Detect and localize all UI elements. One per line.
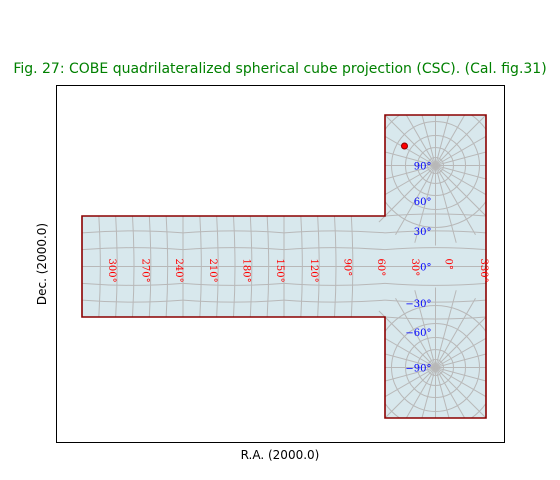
x-axis-label: R.A. (2000.0) — [241, 448, 320, 462]
north-pole-meridian — [378, 165, 436, 223]
south-pole-meridian — [435, 290, 457, 368]
parallel-line — [82, 230, 184, 234]
dec-tick-label: 90° — [414, 162, 432, 173]
cube-faces-outline — [81, 114, 487, 419]
ra-tick-labels: 300° 270° 240° 210° 180° 150° 120° 90° 60° 30° 0° 3… — [106, 259, 489, 283]
south-pole-meridian — [435, 310, 486, 368]
ra-tick-label: 180° — [241, 259, 252, 283]
ra-tick-label: 330° — [478, 259, 489, 283]
parallel-line — [182, 247, 285, 251]
south-pole-meridian — [395, 297, 436, 368]
ra-tick-label: 30° — [409, 259, 420, 277]
parallel-line — [384, 282, 486, 286]
south-pole-meridian — [435, 367, 457, 418]
dec-tick-label: 30° — [414, 227, 432, 238]
north-pole-meridian — [435, 115, 457, 166]
north-pole-meridian — [435, 115, 476, 166]
dec-tick-labels: 90°60°30°0°−30°−60°−90° — [405, 162, 431, 375]
north-pole-meridian — [378, 115, 436, 166]
south-pole-meridian — [435, 327, 486, 368]
parallel-line — [283, 247, 386, 251]
dec-tick-label: 0° — [420, 263, 431, 274]
north-pole-meridian — [395, 115, 436, 166]
ra-tick-label: 60° — [375, 259, 386, 277]
south-pole-meridian — [414, 367, 436, 418]
dec-tick-label: −30° — [405, 299, 431, 310]
parallel-line — [182, 299, 285, 303]
north-pole-meridian — [435, 165, 486, 206]
north-pole-meridian — [435, 165, 486, 187]
north-pole-meridian — [435, 165, 457, 243]
south-pole-meridian — [435, 367, 486, 408]
ra-tick-label: 150° — [274, 259, 285, 283]
parallel-line — [82, 247, 184, 251]
south-pole-meridian — [435, 367, 486, 389]
parallel-line — [182, 282, 285, 286]
ra-tick-label: 210° — [207, 259, 218, 283]
parallel-line — [283, 230, 386, 234]
chart-title: Fig. 27: COBE quadrilateralized spherica… — [13, 61, 546, 77]
north-pole-meridian — [414, 115, 436, 166]
y-axis-label: Dec. (2000.0) — [35, 223, 49, 305]
parallel-line — [384, 247, 486, 251]
ra-tick-label: 240° — [173, 259, 184, 283]
south-pole-meridian — [435, 346, 486, 368]
north-pole-meridian — [414, 165, 436, 243]
north-pole-meridian — [395, 165, 436, 236]
south-pole-meridian — [378, 310, 436, 368]
dec-tick-label: −60° — [405, 328, 431, 339]
south-pole-meridian — [395, 367, 436, 418]
dec-tick-label: −90° — [405, 364, 431, 375]
south-pole-meridian — [435, 367, 486, 418]
north-pole-meridian — [435, 165, 476, 236]
ra-tick-label: 300° — [106, 259, 117, 283]
north-pole-meridian — [435, 125, 486, 166]
ra-tick-label: 90° — [342, 259, 353, 277]
parallel-line — [182, 230, 285, 234]
south-pole-meridian — [435, 297, 476, 368]
north-pole-meridian — [435, 165, 486, 223]
south-pole-meridian — [378, 367, 436, 418]
south-pole-meridian — [414, 290, 436, 368]
dec-tick-label: 60° — [414, 197, 432, 208]
position-marker — [401, 142, 408, 150]
north-pole-meridian — [435, 144, 486, 166]
parallel-line — [283, 282, 386, 286]
north-pole-meridian — [435, 115, 486, 166]
ra-tick-label: 270° — [140, 259, 151, 283]
parallel-line — [283, 299, 386, 303]
parallel-line — [82, 299, 184, 303]
parallel-line — [82, 282, 184, 286]
south-pole-meridian — [435, 367, 476, 418]
ra-tick-label: 0° — [443, 259, 454, 270]
ra-tick-label: 120° — [308, 259, 319, 283]
